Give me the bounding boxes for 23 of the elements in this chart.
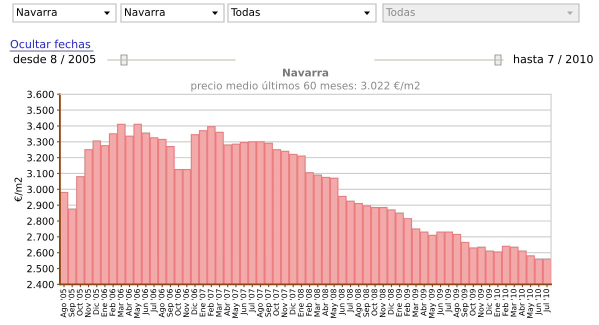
y-tick-label: 2.800 [27,217,54,225]
text: Todas [386,8,415,16]
y-tick-label: 3.200 [27,154,54,162]
y-tick-label: 3.400 [27,122,54,130]
text: Todas [230,8,260,16]
chart-title: Navarra [283,68,328,77]
y-tick-label: 3.000 [27,186,54,194]
y-tick-label: 2.900 [27,202,54,209]
text: desde 8 / 2005 [14,54,96,64]
y-tick-label: 2.500 [27,265,54,272]
y-tick-label: 3.600 [27,90,54,98]
y-tick-label: 2.700 [27,233,54,241]
y-tick-label: 3.100 [27,170,54,178]
text: Ocultar fechas [10,40,90,48]
y-tick-label: 3.300 [27,138,54,146]
y-tick-label: 2.400 [27,280,54,288]
y-axis-title: €/m2 [14,178,23,202]
chart-subtitle: precio medio últimos 60 meses: 3.022 €/m2 [191,81,420,92]
y-tick-label: 3.500 [27,106,54,114]
text: hasta 7 / 2010 [514,54,593,64]
text: Navarra [17,8,57,16]
text: Navarra [125,8,165,16]
y-tick-label: 2.600 [27,249,54,257]
